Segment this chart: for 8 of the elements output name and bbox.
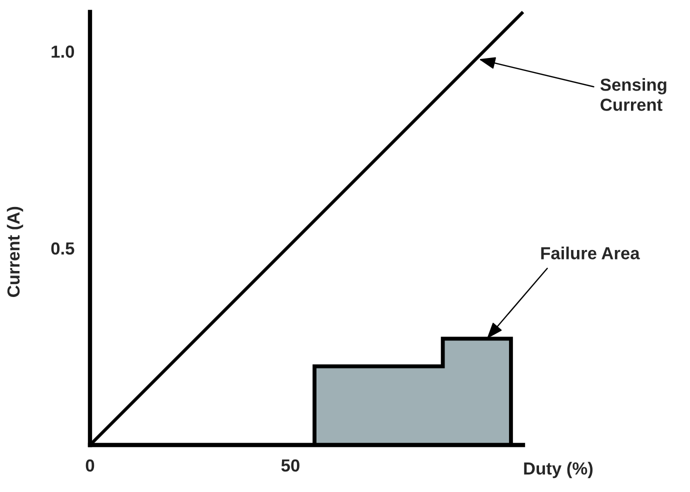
annotation: Sensing Current [600, 78, 666, 111]
x-tick-label: 0 [86, 459, 94, 472]
x-tick-label: 50 [281, 459, 300, 472]
y-axis-title: Current (A) [6, 206, 24, 297]
y-tick-label: 1.0 [52, 46, 74, 58]
x-axis-title: Duty (%) [524, 462, 593, 478]
annotation: Failure Area [541, 246, 640, 260]
y-tick-label: 0.5 [51, 242, 74, 255]
